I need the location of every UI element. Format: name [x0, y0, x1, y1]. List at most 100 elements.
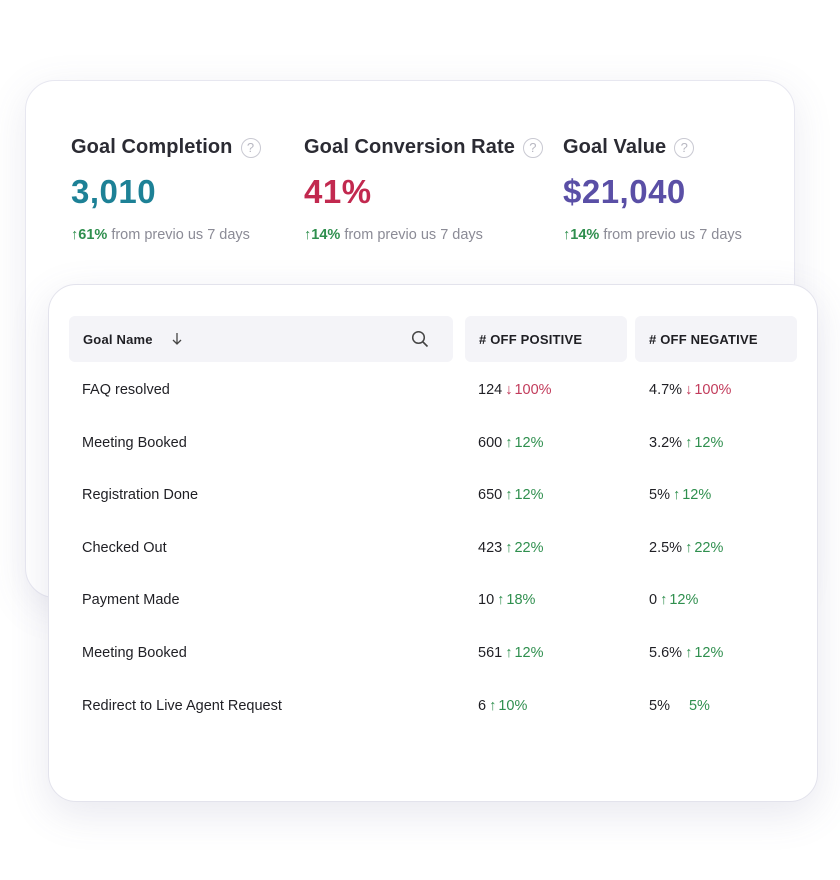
goal-name-cell: Registration Done [82, 487, 199, 504]
goal-name-cell: Checked Out [82, 539, 167, 556]
negative-cell: 0 ↑ 12% [649, 592, 698, 608]
goals-table-card: Goal Name # OFF POSITIVE # OFF NEGATIVE … [48, 284, 818, 802]
negative-cell: 5% ↑ 12% [649, 487, 711, 503]
metric-change: ↑14% from previo us 7 days [304, 227, 543, 243]
cell-value: 6 [478, 697, 487, 714]
arrow-up-icon: ↑ [660, 592, 668, 609]
table-row[interactable]: Payment Made 10 ↑ 18% 0 ↑ 12% [49, 592, 817, 622]
change-percent: 100% [514, 382, 552, 398]
change-percent: 12% [694, 645, 724, 661]
metric-value: $21,040 [563, 173, 686, 210]
cell-value: 0 [649, 592, 658, 609]
positive-cell: 600 ↑ 12% [478, 435, 543, 451]
negative-cell: 3.2% ↑ 12% [649, 435, 723, 451]
metric-title: Goal Value [563, 136, 667, 158]
arrow-up-icon: ↑ [685, 645, 693, 661]
positive-cell: 561 ↑ 12% [478, 645, 543, 661]
table-row[interactable]: Meeting Booked 600 ↑ 12% 3.2% ↑ 12% [49, 435, 817, 465]
metric-change: ↑14% from previo us 7 days [563, 227, 742, 243]
table-row[interactable]: Registration Done 650 ↑ 12% 5% ↑ 12% [49, 487, 817, 517]
change-percent: 61% [78, 227, 108, 243]
change-percent: 12% [694, 434, 724, 451]
cell-value: 423 [478, 539, 503, 556]
question-circle-icon[interactable]: ? [674, 137, 695, 158]
cell-value: 600 [478, 434, 503, 451]
metric-goal-conversion-rate: Goal Conversion Rate ? 41% ↑14% from pre… [304, 136, 543, 243]
table-row[interactable]: Meeting Booked 561 ↑ 12% 5.6% ↑ 12% [49, 645, 817, 675]
arrow-up-icon: ↑ [672, 487, 681, 504]
cell-value: 5% [649, 697, 670, 714]
arrow-up-icon: ↑ [685, 434, 693, 451]
cell-value: 5.6% [649, 645, 683, 661]
column-header-off-negative[interactable]: # OFF NEGATIVE [635, 316, 797, 362]
cell-value: 124 [478, 382, 503, 398]
arrow-down-icon[interactable] [171, 332, 183, 346]
metric-change: ↑61% from previo us 7 days [71, 227, 261, 243]
cell-value: 561 [478, 645, 503, 661]
negative-cell: 2.5% ↑ 22% [649, 540, 723, 556]
goal-name-cell: Meeting Booked [82, 645, 187, 661]
arrow-up-icon: ↑ [505, 539, 513, 556]
cell-value: 2.5% [649, 539, 683, 556]
goal-name-cell: Payment Made [82, 592, 180, 609]
arrow-up-icon: ↑ [563, 227, 571, 243]
negative-cell: 4.7% ↓ 100% [649, 382, 731, 398]
change-percent: 5% [688, 697, 710, 714]
positive-cell: 650 ↑ 12% [478, 487, 543, 503]
change-percent: 12% [514, 645, 544, 661]
change-percent: 12% [682, 487, 712, 504]
negative-cell: 5.6% ↑ 12% [649, 645, 723, 661]
goal-name-cell: FAQ resolved [82, 382, 170, 398]
metric-goal-value: Goal Value ? $21,040 ↑14% from previo us… [563, 136, 742, 243]
metric-goal-completion: Goal Completion ? 3,010 ↑61% from previo… [71, 136, 261, 243]
change-percent: 100% [694, 382, 732, 398]
positive-cell: 423 ↑ 22% [478, 540, 543, 556]
positive-cell: 6 ↑ 10% [478, 698, 527, 714]
arrow-up-icon: ↑ [304, 227, 312, 243]
column-header-label: Goal Name [83, 331, 153, 347]
arrow-down-icon: ↓ [685, 382, 693, 398]
change-text: from previo us 7 days [603, 227, 742, 243]
negative-cell: 5% 5% [649, 698, 710, 714]
metric-value: 3,010 [71, 173, 157, 210]
cell-value: 10 [478, 592, 495, 609]
metric-value: 41% [304, 173, 372, 210]
table-row[interactable]: Checked Out 423 ↑ 22% 2.5% ↑ 22% [49, 540, 817, 570]
change-percent: 12% [669, 592, 699, 609]
arrow-up-icon: ↑ [685, 539, 693, 556]
change-percent: 22% [514, 539, 544, 556]
positive-cell: 10 ↑ 18% [478, 592, 535, 608]
column-header-goal-name[interactable]: Goal Name [69, 316, 453, 362]
cell-value: 4.7% [649, 382, 683, 398]
table-row[interactable]: Redirect to Live Agent Request 6 ↑ 10% 5% 5% [49, 698, 817, 728]
change-text: from previo us 7 days [111, 227, 250, 243]
goal-name-cell: Redirect to Live Agent Request [82, 697, 282, 714]
arrow-up-icon: ↑ [505, 487, 513, 504]
change-percent: 12% [514, 434, 544, 451]
arrow-up-icon: ↑ [505, 645, 513, 661]
change-percent: 18% [506, 592, 536, 609]
change-percent: 14% [570, 227, 600, 243]
arrow-up-icon: ↑ [489, 697, 497, 714]
column-header-off-positive[interactable]: # OFF POSITIVE [465, 316, 627, 362]
cell-value: 3.2% [649, 434, 683, 451]
change-percent: 12% [514, 487, 544, 504]
table-row[interactable]: FAQ resolved 124 ↓ 100% 4.7% ↓ 100% [49, 382, 817, 412]
change-percent: 10% [498, 697, 528, 714]
arrow-up-icon: ↑ [497, 592, 505, 609]
arrow-up-icon: ↑ [505, 434, 513, 451]
change-percent: 22% [694, 539, 724, 556]
cell-value: 650 [478, 487, 503, 504]
change-text: from previo us 7 days [344, 227, 483, 243]
question-circle-icon[interactable]: ? [240, 137, 261, 158]
metric-title: Goal Completion [71, 136, 233, 158]
arrow-down-icon: ↓ [505, 382, 513, 398]
positive-cell: 124 ↓ 100% [478, 382, 552, 398]
arrow-up-icon: ↑ [71, 227, 79, 243]
metric-title: Goal Conversion Rate [304, 136, 515, 158]
change-percent: 14% [311, 227, 341, 243]
cell-value: 5% [649, 487, 670, 504]
question-circle-icon[interactable]: ? [522, 137, 543, 158]
goal-name-cell: Meeting Booked [82, 434, 187, 451]
search-icon[interactable] [411, 330, 429, 348]
